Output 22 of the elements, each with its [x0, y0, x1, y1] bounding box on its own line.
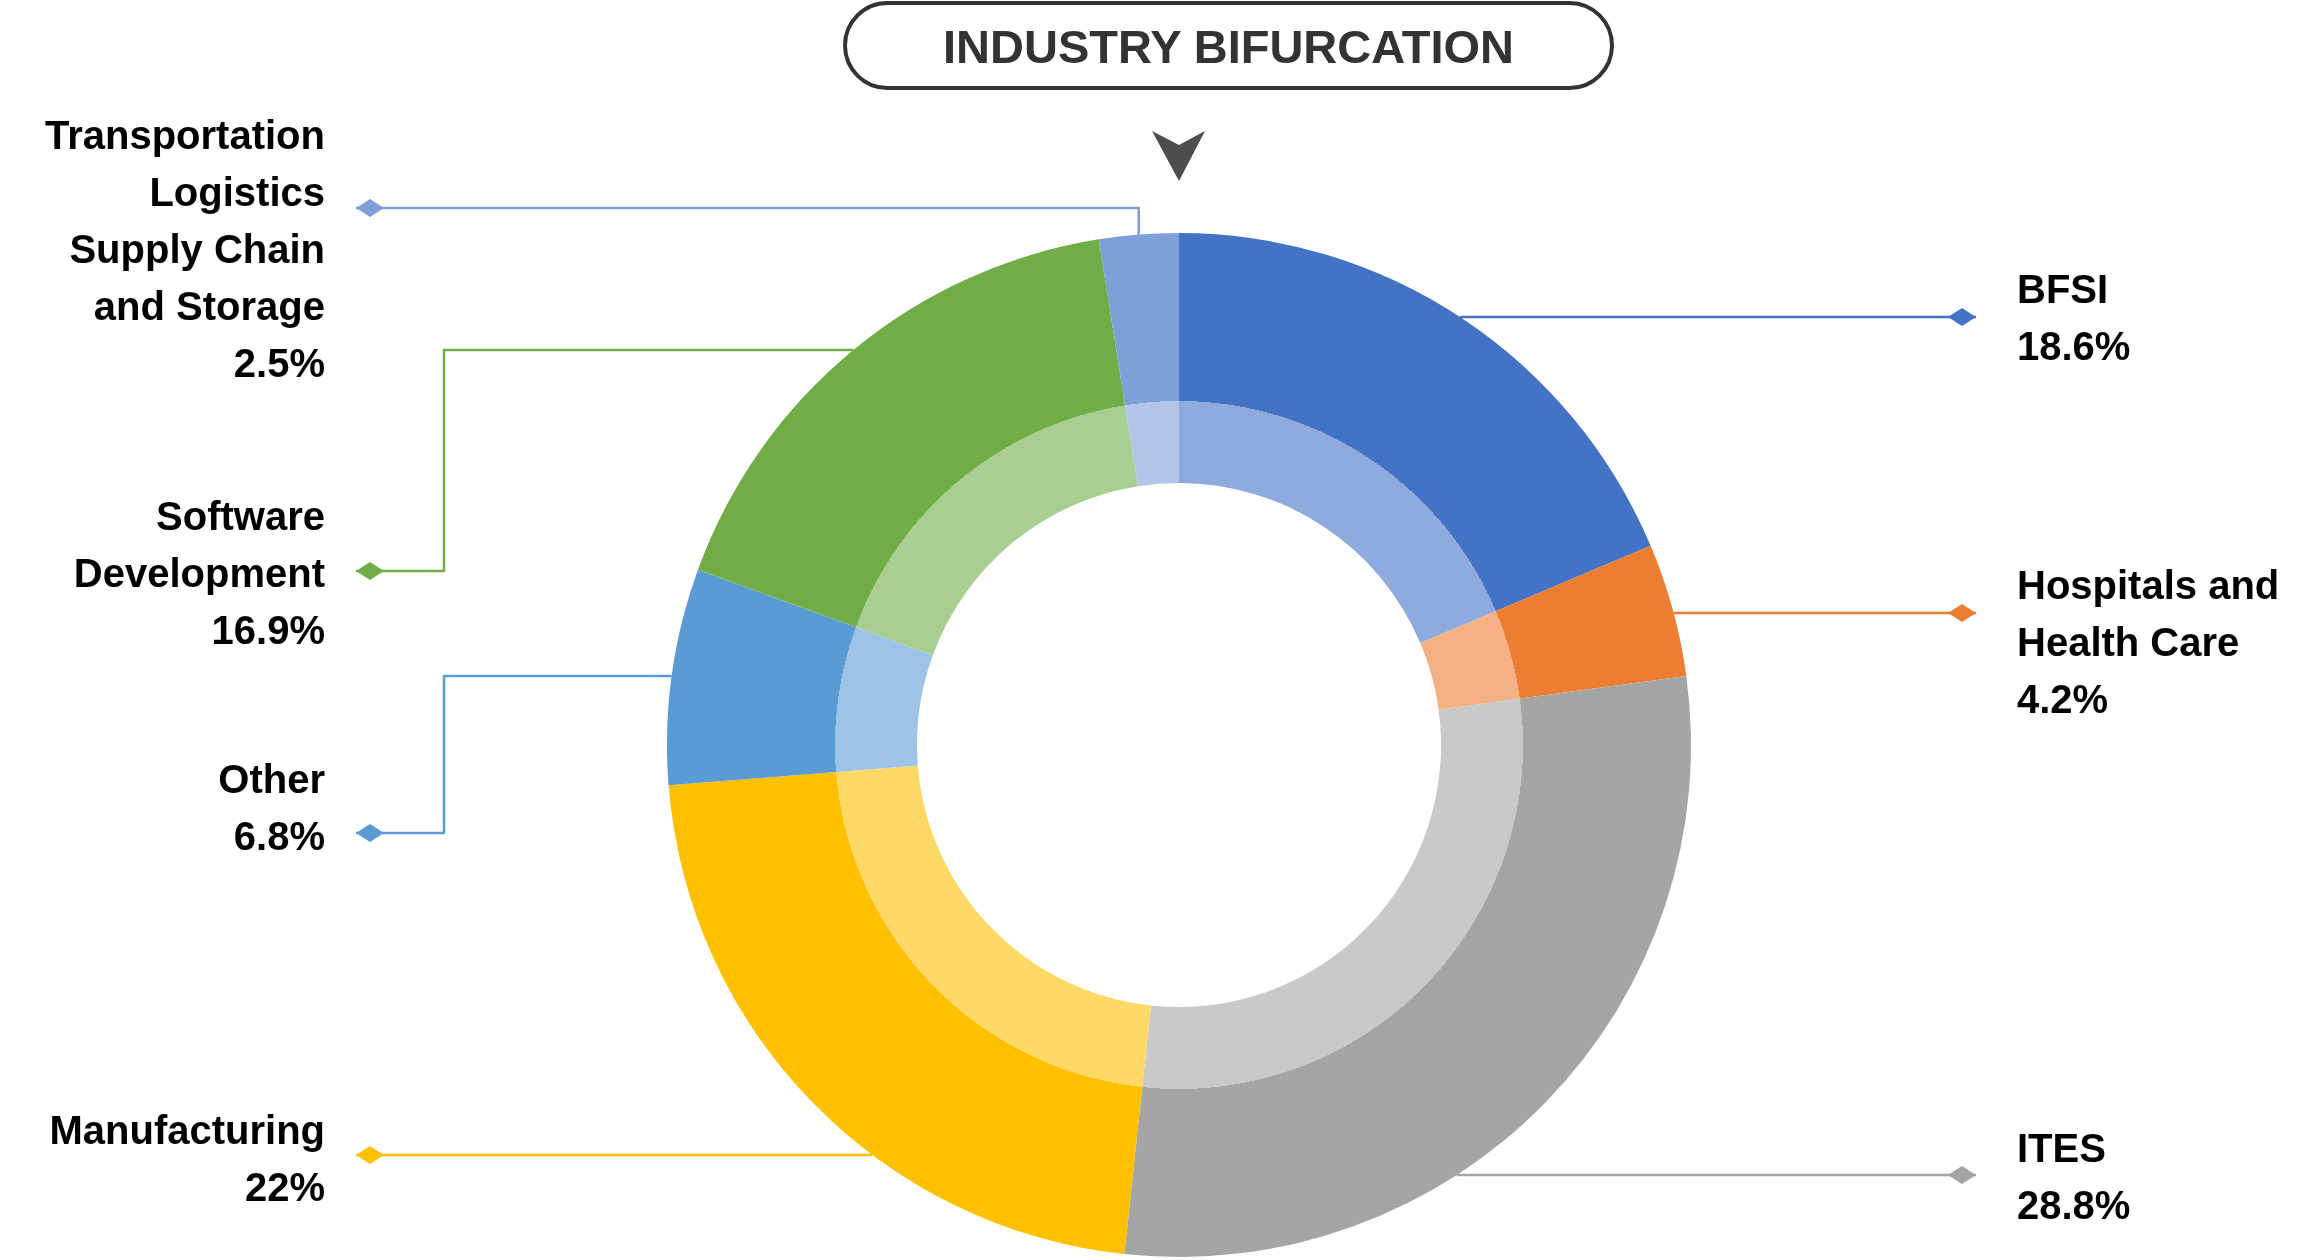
slice-label: Manufacturing — [49, 1108, 325, 1152]
slice-label: Other — [218, 757, 325, 801]
slice-label: Transportation Logistics Supply Chain and Storage — [44, 113, 325, 328]
donut-slice — [1124, 675, 1691, 1257]
donut-slice — [668, 765, 1152, 1255]
data-label: 28.8% — [2017, 1183, 2131, 1227]
donut-slice — [1420, 545, 1687, 710]
donut-slice — [1179, 233, 1651, 644]
donut-slice — [667, 569, 933, 786]
data-label: 22% — [244, 1165, 325, 1209]
slice-label: BFSI — [2017, 267, 2109, 311]
data-label: 6.8% — [233, 814, 325, 858]
slice-label: Hospitals and Health Care — [2017, 563, 2280, 664]
donut-slice — [1098, 233, 1179, 487]
chart-title: INDUSTRY BIFURCATION — [943, 20, 1514, 73]
data-label: 18.6% — [2017, 324, 2131, 368]
slice-label: Software Development — [73, 494, 325, 595]
donut-slice — [697, 239, 1138, 656]
data-label: 16.9% — [211, 608, 325, 652]
data-label: 2.5% — [233, 341, 325, 385]
slice-label: ITES — [2017, 1126, 2106, 1170]
data-label: 4.2% — [2017, 677, 2109, 721]
